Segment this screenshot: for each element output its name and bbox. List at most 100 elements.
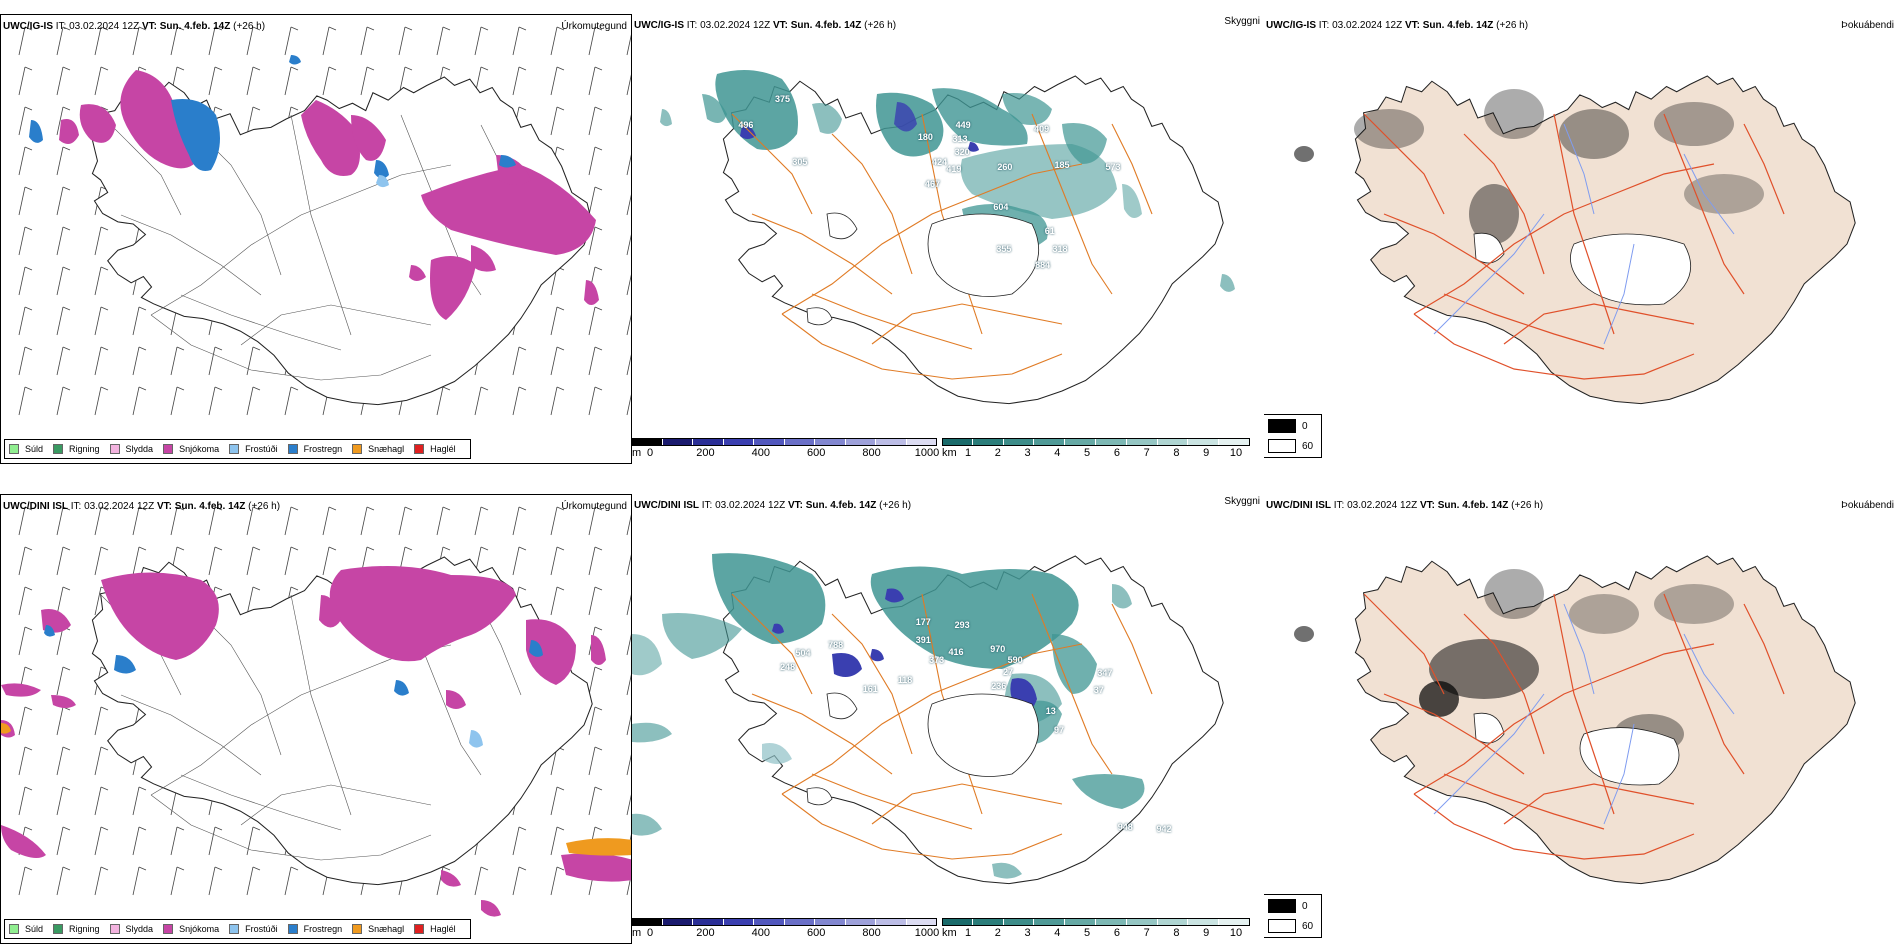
legend-item: Frostúði: [229, 924, 278, 934]
visibility-colorbar-km: km 1 2 3 4 5 6 7 8 9 10: [942, 918, 1250, 942]
panel-header: UWC/IG-IS IT: 03.02.2024 12Z VT: Sun. 4.…: [3, 21, 265, 32]
map-line: [550, 346, 558, 376]
map-line: [62, 826, 71, 831]
map-line: [24, 226, 33, 231]
colorbar-label: 5: [1084, 927, 1091, 939]
map-line: [56, 546, 64, 576]
colorbar-unit: m: [632, 927, 642, 939]
fog-patch: [1294, 146, 1314, 162]
map-line: [56, 226, 64, 256]
map-line: [100, 706, 109, 711]
legend-item: Snjókoma: [163, 444, 219, 454]
colorbar-segment: [845, 918, 876, 926]
map-line: [252, 66, 261, 71]
map-line: [94, 266, 102, 296]
snow-area: [421, 165, 596, 255]
map-line: [594, 746, 603, 751]
road: [781, 163, 1083, 315]
road: [1383, 693, 1525, 775]
map-line: [284, 26, 292, 56]
fog-patch: [1469, 184, 1519, 244]
map-line: [138, 866, 147, 871]
freezing-drizzle-areas: [469, 730, 483, 748]
map-line: [62, 866, 71, 871]
map-line: [518, 346, 527, 351]
fog-free-areas: [1473, 712, 1680, 786]
map-line: [132, 386, 140, 416]
model-name: UWC/DINI ISL: [1266, 500, 1331, 511]
map-line: [626, 594, 631, 616]
visibility-value-label: 305: [792, 157, 808, 168]
lead-time: (+26 h): [1511, 500, 1544, 511]
map-line: [322, 506, 330, 536]
map-line: [252, 346, 261, 351]
fog-patch: [1354, 109, 1424, 149]
map-line: [518, 386, 527, 391]
fog-patch: [1419, 681, 1459, 717]
road: [811, 293, 973, 350]
map-line: [588, 746, 596, 776]
map-line: [94, 706, 102, 736]
map-line: [594, 586, 603, 591]
map-line: [626, 354, 631, 376]
map-line: [246, 546, 254, 576]
snow-area: [526, 619, 576, 685]
colorbar-segment: [693, 438, 724, 446]
map-line: [176, 506, 185, 511]
map-line: [556, 66, 565, 71]
visibility-value-label: 313: [952, 134, 968, 144]
map-line: [214, 866, 223, 871]
legend-swatch: [109, 924, 120, 934]
legend-swatch: [229, 924, 240, 934]
map-line: [100, 306, 109, 311]
lead-time: (+26 h): [1496, 20, 1529, 31]
snow-areas: [1, 566, 631, 917]
map-line: [214, 506, 223, 511]
road: [751, 213, 893, 295]
map-line: [556, 586, 565, 591]
precip-map: [1, 506, 631, 917]
panel-header: UWC/DINI ISL IT: 03.02.2024 12Z VT: Sun.…: [1266, 500, 1543, 511]
map-line: [518, 826, 527, 831]
snow-area: [1, 683, 41, 697]
map-line: [290, 866, 299, 871]
river: [1433, 693, 1545, 815]
map-line: [474, 506, 482, 536]
map-line: [94, 306, 102, 336]
legend-label: Slydda: [125, 444, 154, 454]
legend-label: Haglél: [430, 924, 456, 934]
legend-label: Frostregn: [303, 444, 343, 454]
map-line: [18, 146, 26, 176]
colorbar-segment: [1003, 438, 1035, 446]
low-visibility-area: [702, 94, 727, 123]
map-line: [246, 66, 254, 96]
map-line: [284, 506, 292, 536]
low-visibility-area: [1220, 274, 1235, 292]
colorbar-segment: [815, 438, 846, 446]
map-line: [594, 226, 603, 231]
visibility-value-label: 260: [997, 162, 1013, 173]
visibility-value-label: 449: [955, 120, 971, 131]
map-line: [100, 826, 109, 831]
snow-areas: [59, 70, 599, 320]
snow-area: [319, 595, 341, 628]
freezing-drizzle-area: [376, 175, 389, 188]
map-line: [132, 826, 140, 856]
map-line: [594, 346, 603, 351]
map-line: [94, 586, 102, 616]
map-line: [588, 506, 596, 536]
legend-label: Slydda: [125, 924, 154, 934]
freezing-rain-area: [29, 120, 43, 143]
road: [731, 593, 813, 695]
map-line: [252, 546, 261, 551]
colorbar-label: 0: [646, 447, 654, 459]
map-line: [436, 386, 444, 416]
map-line: [176, 866, 185, 871]
map-line: [474, 386, 482, 416]
map-line: [176, 346, 185, 351]
map-line: [594, 146, 603, 151]
map-line: [18, 706, 26, 736]
road: [1363, 593, 1445, 695]
panel-header: UWC/DINI ISL IT: 03.02.2024 12Z VT: Sun.…: [634, 500, 911, 511]
map-line: [594, 506, 603, 511]
